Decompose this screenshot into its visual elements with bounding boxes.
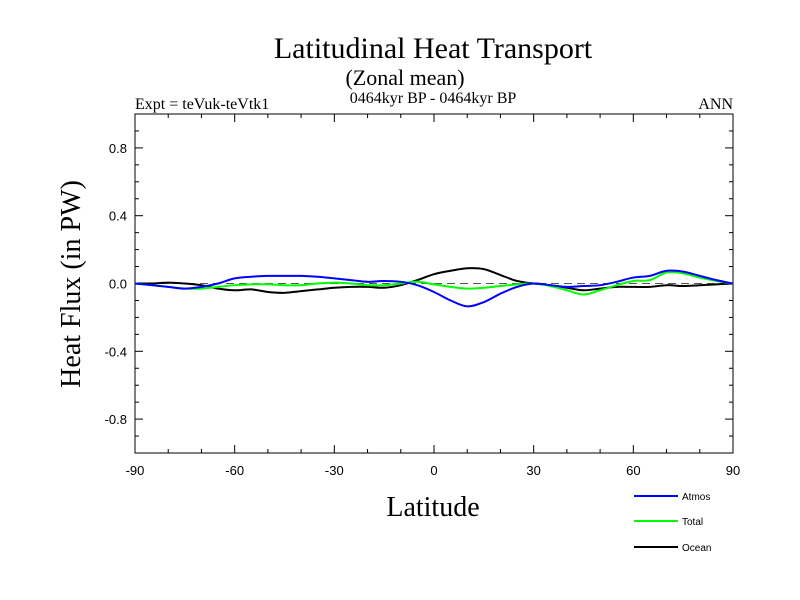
y-tick-label: 0.4 <box>109 209 127 224</box>
experiment-label: Expt = teVuk-teVtk1 <box>135 96 269 113</box>
x-tick-label: -30 <box>325 463 344 478</box>
chart-period: 0464kyr BP - 0464kyr BP <box>350 90 517 107</box>
series-line-total <box>134 271 734 296</box>
x-tick-label: 60 <box>626 463 640 478</box>
chart-subtitle: (Zonal mean) <box>345 65 464 90</box>
series-lines <box>134 267 734 308</box>
series-line-atmos <box>134 269 734 308</box>
legend-label-total: Total <box>682 517 703 528</box>
x-tick-label: 90 <box>726 463 740 478</box>
season-label: ANN <box>698 96 733 113</box>
x-axis-label: Latitude <box>386 492 479 523</box>
x-tick-labels: -90 -60 -30 0 30 60 90 <box>126 463 741 478</box>
chart-title: Latitudinal Heat Transport <box>274 32 593 65</box>
y-tick-label: 0.8 <box>109 141 127 156</box>
legend-label-atmos: Atmos <box>682 492 710 503</box>
axis-ticks <box>134 113 734 454</box>
y-tick-label: -0.4 <box>105 344 127 359</box>
series-line-ocean <box>134 267 734 294</box>
legend: Atmos Total Ocean <box>634 492 711 554</box>
x-tick-label: -60 <box>225 463 244 478</box>
x-tick-label: 30 <box>526 463 540 478</box>
y-axis-label: Heat Flux (in PW) <box>56 180 87 388</box>
y-tick-labels: -0.8 -0.4 0.0 0.4 0.8 <box>105 141 127 427</box>
x-tick-label: 0 <box>430 463 437 478</box>
y-tick-label: -0.8 <box>105 412 127 427</box>
y-tick-label: 0.0 <box>109 277 127 292</box>
x-tick-label: -90 <box>126 463 145 478</box>
legend-label-ocean: Ocean <box>682 543 711 554</box>
